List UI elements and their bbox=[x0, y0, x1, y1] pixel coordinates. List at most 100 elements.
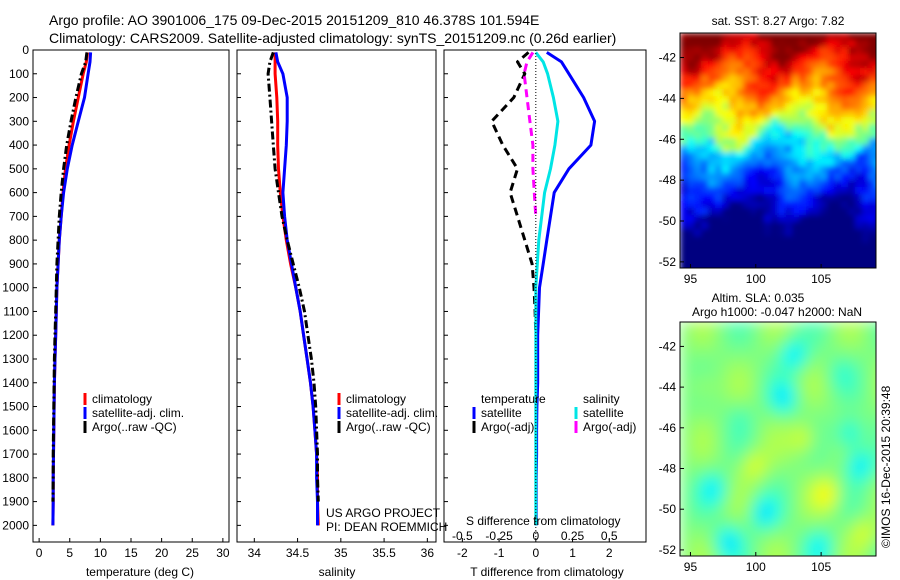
sla-cell bbox=[864, 378, 872, 386]
sst-cell bbox=[799, 271, 806, 278]
sla-cell bbox=[712, 450, 720, 458]
sla-cell bbox=[808, 322, 816, 330]
sst-cell bbox=[757, 257, 764, 264]
sla-cell bbox=[752, 410, 760, 418]
sla-cell bbox=[800, 442, 808, 450]
sla-cell bbox=[808, 378, 816, 386]
sst-cell bbox=[792, 229, 799, 236]
sst-cell bbox=[792, 159, 799, 166]
sla-cell bbox=[856, 434, 864, 442]
sst-cell bbox=[785, 201, 792, 208]
sst-cell bbox=[855, 173, 862, 180]
sla-cell bbox=[688, 346, 696, 354]
sst-cell bbox=[855, 166, 862, 173]
sst-cell bbox=[785, 173, 792, 180]
sst-cell bbox=[687, 96, 694, 103]
sla-cell bbox=[792, 394, 800, 402]
sla-cell bbox=[728, 546, 736, 554]
sla-cell bbox=[808, 410, 816, 418]
sst-cell bbox=[848, 131, 855, 138]
sla-cell bbox=[832, 426, 840, 434]
x-tick-label: -1 bbox=[494, 546, 505, 560]
sst-cell bbox=[701, 61, 708, 68]
sst-cell bbox=[771, 257, 778, 264]
sst-cell bbox=[757, 89, 764, 96]
sst-cell bbox=[778, 82, 785, 89]
sst-cell bbox=[743, 166, 750, 173]
sst-cell bbox=[820, 89, 827, 96]
sst-cell bbox=[848, 264, 855, 268]
sla-cell bbox=[680, 498, 688, 506]
sst-cell bbox=[792, 166, 799, 173]
sst-cell bbox=[771, 194, 778, 201]
sst-cell bbox=[841, 47, 848, 54]
sla-cell bbox=[768, 354, 776, 362]
sla-cell bbox=[792, 322, 800, 330]
sla-cell bbox=[840, 490, 848, 498]
sst-cell bbox=[750, 117, 757, 124]
sla-cell bbox=[864, 386, 872, 394]
sla-cell bbox=[872, 370, 876, 378]
sla-cell bbox=[808, 538, 816, 546]
x-tick-label: 10 bbox=[94, 546, 108, 560]
sla-cell bbox=[696, 474, 704, 482]
sst-cell bbox=[729, 229, 736, 236]
sla-cell bbox=[776, 482, 784, 490]
sla-cell bbox=[784, 330, 792, 338]
sla-cell bbox=[864, 490, 872, 498]
temperature-panel-frame bbox=[32, 49, 230, 543]
sla-cell bbox=[816, 466, 824, 474]
sla-cell bbox=[712, 370, 720, 378]
sst-cell bbox=[848, 271, 855, 278]
sla-cell bbox=[784, 458, 792, 466]
sla-cell bbox=[736, 554, 744, 556]
sst-cell bbox=[715, 250, 722, 257]
sst-cell bbox=[687, 229, 694, 236]
sst-cell bbox=[715, 229, 722, 236]
sla-cell bbox=[872, 450, 876, 458]
sst-cell bbox=[862, 152, 869, 159]
sst-cell bbox=[701, 96, 708, 103]
sla-cell bbox=[840, 394, 848, 402]
sla-cell bbox=[744, 346, 752, 354]
sla-cell bbox=[800, 402, 808, 410]
sla-cell bbox=[712, 546, 720, 554]
sst-cell bbox=[841, 236, 848, 243]
sst-cell bbox=[855, 138, 862, 145]
sst-cell bbox=[750, 187, 757, 194]
sst-cell bbox=[785, 138, 792, 145]
sst-cell bbox=[876, 47, 883, 54]
sst-cell bbox=[701, 222, 708, 229]
sst-cell bbox=[694, 75, 701, 82]
sla-cell bbox=[880, 354, 888, 362]
sla-cell bbox=[800, 426, 808, 434]
sst-cell bbox=[708, 194, 715, 201]
x-tick-label: 34 bbox=[248, 546, 262, 560]
sst-cell bbox=[834, 103, 841, 110]
sst-cell bbox=[736, 180, 743, 187]
sla-cell bbox=[712, 402, 720, 410]
sla-cell bbox=[744, 386, 752, 394]
depth-tick-label: 1100 bbox=[3, 304, 29, 318]
sla-cell bbox=[792, 482, 800, 490]
sla-cell bbox=[688, 402, 696, 410]
x-tick-label: 35.5 bbox=[372, 546, 396, 560]
sst-cell bbox=[820, 257, 827, 264]
sst-cell bbox=[701, 117, 708, 124]
map-y-tick-label: -42 bbox=[659, 339, 677, 353]
sst-cell bbox=[806, 152, 813, 159]
sla-cell bbox=[704, 378, 712, 386]
sst-cell bbox=[764, 180, 771, 187]
sst-cell bbox=[792, 152, 799, 159]
sla-cell bbox=[840, 362, 848, 370]
sla-cell bbox=[824, 378, 832, 386]
sla-cell bbox=[720, 386, 728, 394]
sst-cell bbox=[757, 138, 764, 145]
legend-satellite-label: satellite-adj. clim. bbox=[346, 406, 438, 420]
sst-cell bbox=[813, 33, 820, 40]
sst-cell bbox=[855, 124, 862, 131]
sla-cell bbox=[848, 466, 856, 474]
sla-cell bbox=[784, 418, 792, 426]
sst-cell bbox=[757, 124, 764, 131]
sla-cell bbox=[848, 490, 856, 498]
